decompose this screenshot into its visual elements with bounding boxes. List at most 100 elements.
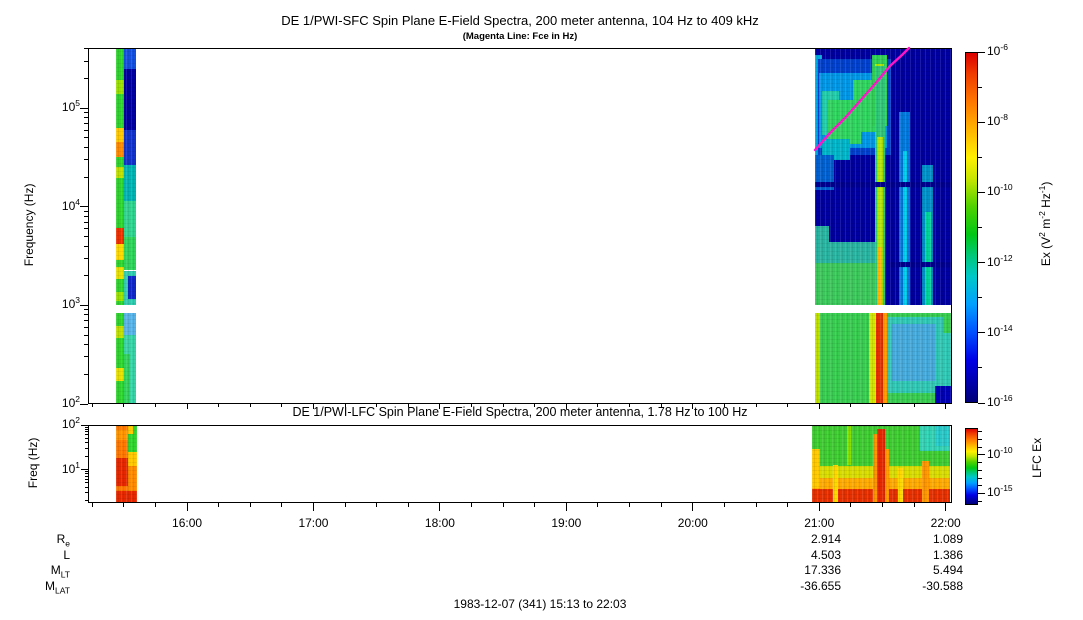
y-minor-tick [84, 228, 88, 230]
y-minor-tick [85, 500, 88, 502]
colorbar-major-tick [978, 402, 985, 404]
fce-line-note: (Magenta Line: Fce in Hz) [462, 31, 578, 42]
y-minor-tick [85, 437, 88, 439]
sfc-early-stripe-cell [116, 227, 125, 244]
lfc-early-stripe [116, 426, 137, 503]
ephemeris-value: 5.494 [932, 563, 963, 577]
y-minor-tick [84, 78, 88, 80]
y-minor-tick [84, 147, 88, 149]
sfc-y-axis-label: Frequency (Hz) [22, 183, 37, 267]
colorbar-minor-tick [978, 156, 982, 158]
y-minor-tick [84, 123, 88, 125]
y-minor-tick [84, 314, 88, 316]
x-minor-tick [534, 404, 536, 407]
y-minor-tick [84, 48, 88, 50]
sfc-main-interval-cell [876, 312, 883, 404]
y-minor-tick [84, 356, 88, 358]
x-minor-tick [344, 503, 346, 507]
sfc-panel-title: DE 1/PWI-SFC Spin Plane E-Field Spectra,… [281, 13, 759, 28]
sfc-main-interval-cell [883, 312, 887, 404]
y-minor-tick [84, 159, 88, 161]
colorbar-major-tick [978, 454, 985, 456]
y-minor-tick [84, 236, 88, 238]
lfc-main-interval-cell [846, 426, 851, 465]
ephemeris-row-label: L [63, 548, 70, 562]
lfc-main-interval-cell [876, 429, 886, 503]
sfc-main-interval-cell [815, 242, 875, 264]
x-major-tick [818, 503, 820, 511]
x-major-tick [945, 404, 947, 409]
y-minor-tick [85, 492, 88, 494]
x-minor-tick [881, 404, 883, 407]
y-minor-tick [84, 245, 88, 247]
y-tick-label: 104 [61, 196, 80, 213]
x-minor-tick [123, 404, 125, 407]
sfc-early-stripe-cell [116, 48, 125, 404]
colorbar-tick-label: 10-6 [987, 42, 1008, 58]
lfc-early-stripe-texture [116, 426, 137, 503]
y-minor-tick [84, 221, 88, 223]
sfc-main-interval-cell [889, 261, 951, 267]
colorbar-tick-label: 10-14 [987, 322, 1013, 339]
y-minor-tick [85, 471, 88, 473]
sfc-main-interval-cell [815, 181, 951, 187]
colorbar [965, 52, 978, 403]
colorbar-major-tick [978, 492, 985, 494]
colorbar-minor-tick [978, 469, 982, 471]
sfc-early-stripe-cell [116, 291, 125, 301]
x-major-tick [312, 503, 314, 511]
colorbar-minor-tick [978, 462, 982, 464]
sfc-early-stripe-cell [124, 312, 136, 335]
colorbar-minor-tick [978, 431, 982, 433]
lfc-colorbar-label: LFC Ex [1030, 437, 1045, 478]
y-tick-label: 101 [61, 459, 80, 476]
x-minor-tick [218, 503, 220, 507]
colorbar-minor-tick [978, 500, 982, 502]
x-minor-tick [597, 404, 599, 407]
y-minor-tick [85, 426, 88, 428]
colorbar-minor-tick [978, 485, 982, 487]
x-minor-tick [502, 404, 504, 407]
colorbar-major-tick [978, 121, 985, 123]
y-minor-tick [84, 344, 88, 346]
x-tick-label: 21:00 [804, 516, 835, 530]
sfc-main-interval-cell [869, 312, 877, 404]
lfc-main-interval-cell [872, 433, 877, 503]
ephemeris-row-label: MLT [50, 563, 70, 580]
y-minor-tick [84, 309, 88, 311]
sfc-early-stripe-cell [116, 167, 125, 178]
sfc-early-stripe-cell [116, 368, 125, 381]
lfc-main-interval-cell [922, 460, 930, 503]
x-minor-tick [850, 404, 852, 407]
sfc-main-interval-cell [891, 323, 937, 381]
sfc-early-stripe-texture [116, 48, 136, 404]
y-major-tick [80, 403, 88, 405]
y-minor-tick [85, 431, 88, 433]
x-tick-label: 18:00 [424, 516, 455, 530]
lfc-early-stripe-cell [127, 452, 137, 467]
lfc-main-interval-cell [832, 464, 839, 503]
y-minor-tick [84, 257, 88, 259]
colorbar-tick-label: 10-12 [987, 252, 1013, 269]
sfc-early-stripe-cell [116, 243, 125, 260]
x-minor-tick [787, 404, 789, 407]
y-minor-tick [84, 215, 88, 217]
sfc-main-interval-cell [815, 312, 820, 404]
x-major-tick [692, 503, 694, 511]
ephemeris-value: 17.336 [804, 563, 841, 577]
sfc-early-stripe-cell [116, 142, 125, 157]
colorbar-minor-tick [978, 367, 982, 369]
x-minor-tick [344, 404, 346, 407]
y-minor-tick [85, 482, 88, 484]
x-major-tick [312, 404, 314, 409]
panel-sfc-frame [88, 48, 952, 404]
x-minor-tick [723, 404, 725, 407]
y-minor-tick [84, 275, 88, 277]
y-minor-tick [84, 137, 88, 139]
x-major-tick [692, 404, 694, 409]
sfc-main-interval-cell [941, 332, 951, 387]
x-major-tick [439, 404, 441, 409]
sfc-early-stripe-cell [124, 48, 136, 70]
colorbar-major-tick [978, 262, 985, 264]
y-minor-tick [85, 473, 88, 475]
